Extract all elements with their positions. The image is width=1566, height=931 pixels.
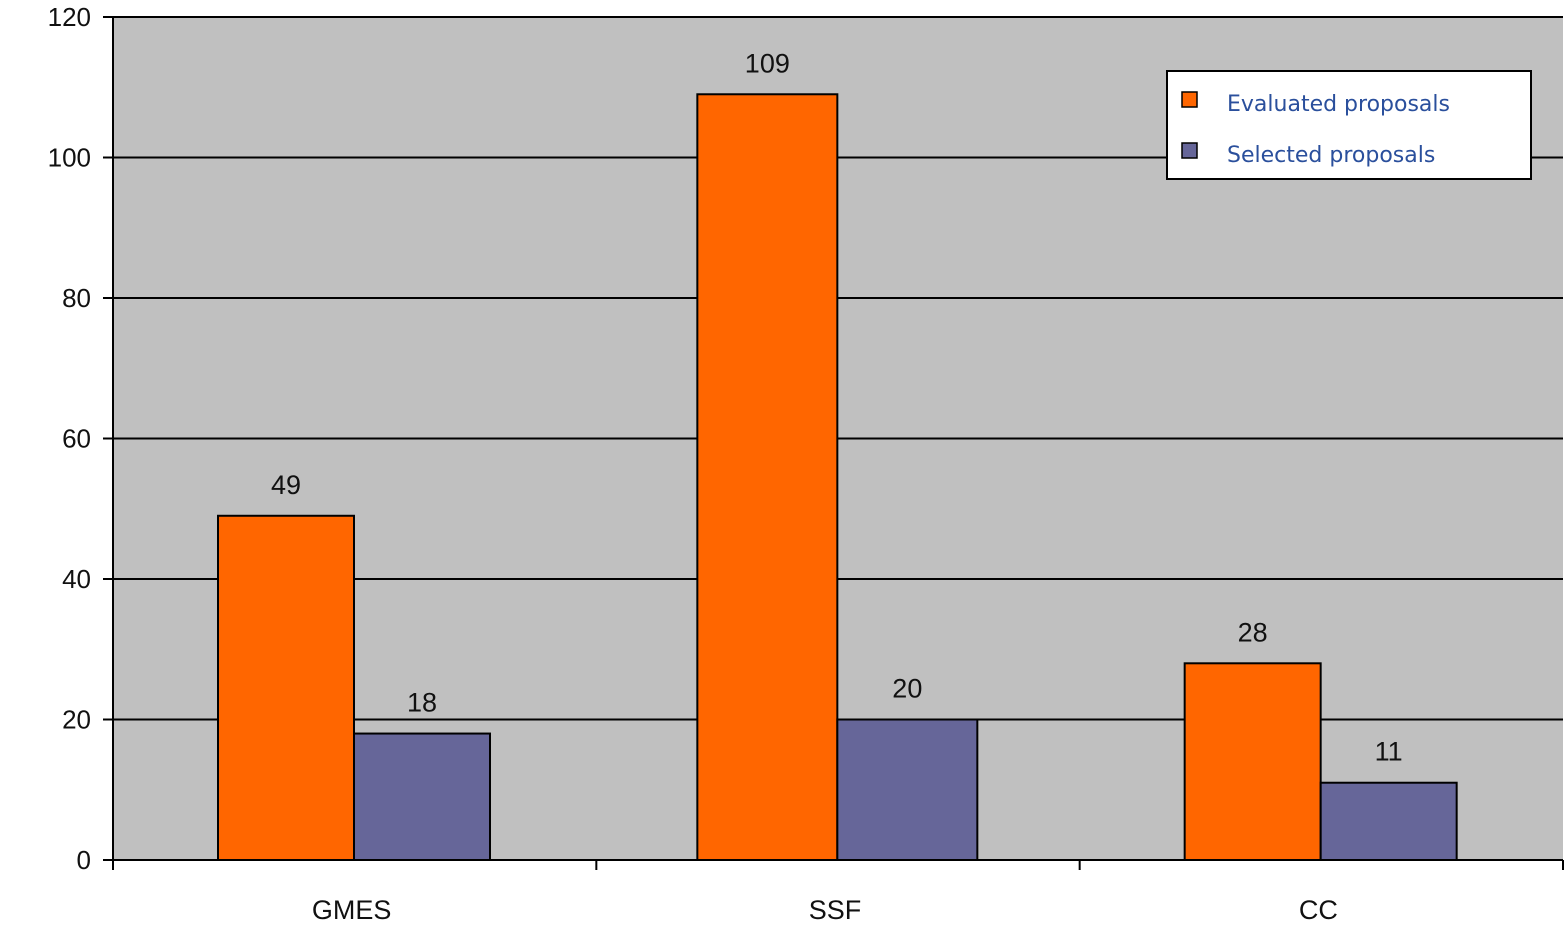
bar-ssf-evaluated bbox=[696, 93, 839, 861]
y-axis-ticks: 0 20 40 60 80 100 120 bbox=[48, 2, 113, 875]
data-labels: 49 18 109 20 28 11 bbox=[271, 48, 1403, 766]
legend-box bbox=[1166, 70, 1532, 180]
y-tick-label-100: 100 bbox=[48, 143, 91, 173]
x-tick-label-ssf: SSF bbox=[809, 895, 862, 925]
data-label-cc-evaluated: 28 bbox=[1238, 617, 1268, 647]
bar-ssf-selected bbox=[836, 718, 979, 861]
bar-cc-evaluated bbox=[1183, 662, 1322, 861]
legend-label-selected: Selected proposals bbox=[1227, 143, 1435, 168]
y-tick-label-40: 40 bbox=[62, 564, 91, 594]
legend: Evaluated proposals Selected proposals bbox=[1166, 70, 1532, 180]
bars bbox=[217, 93, 1458, 862]
data-label-gmes-selected: 18 bbox=[407, 688, 437, 718]
y-tick-label-0: 0 bbox=[77, 845, 91, 875]
bar-cc-selected bbox=[1319, 781, 1458, 861]
x-tick-label-gmes: GMES bbox=[312, 895, 392, 925]
data-label-cc-selected: 11 bbox=[1375, 737, 1403, 767]
y-tick-label-20: 20 bbox=[62, 705, 91, 735]
y-tick-label-60: 60 bbox=[62, 424, 91, 454]
legend-swatch-selected bbox=[1181, 142, 1198, 159]
legend-label-evaluated: Evaluated proposals bbox=[1227, 92, 1450, 117]
bar-gmes-evaluated bbox=[217, 514, 355, 862]
x-tick-label-cc: CC bbox=[1299, 895, 1338, 925]
bar-gmes-selected bbox=[353, 732, 491, 861]
data-label-ssf-evaluated: 109 bbox=[745, 48, 790, 78]
x-axis-ticks: GMES SSF CC bbox=[112, 860, 1564, 925]
legend-swatch-evaluated bbox=[1181, 91, 1198, 108]
data-label-ssf-selected: 20 bbox=[892, 674, 922, 704]
data-label-gmes-evaluated: 49 bbox=[271, 470, 301, 500]
y-tick-label-80: 80 bbox=[62, 283, 91, 313]
y-tick-label-120: 120 bbox=[48, 2, 91, 32]
